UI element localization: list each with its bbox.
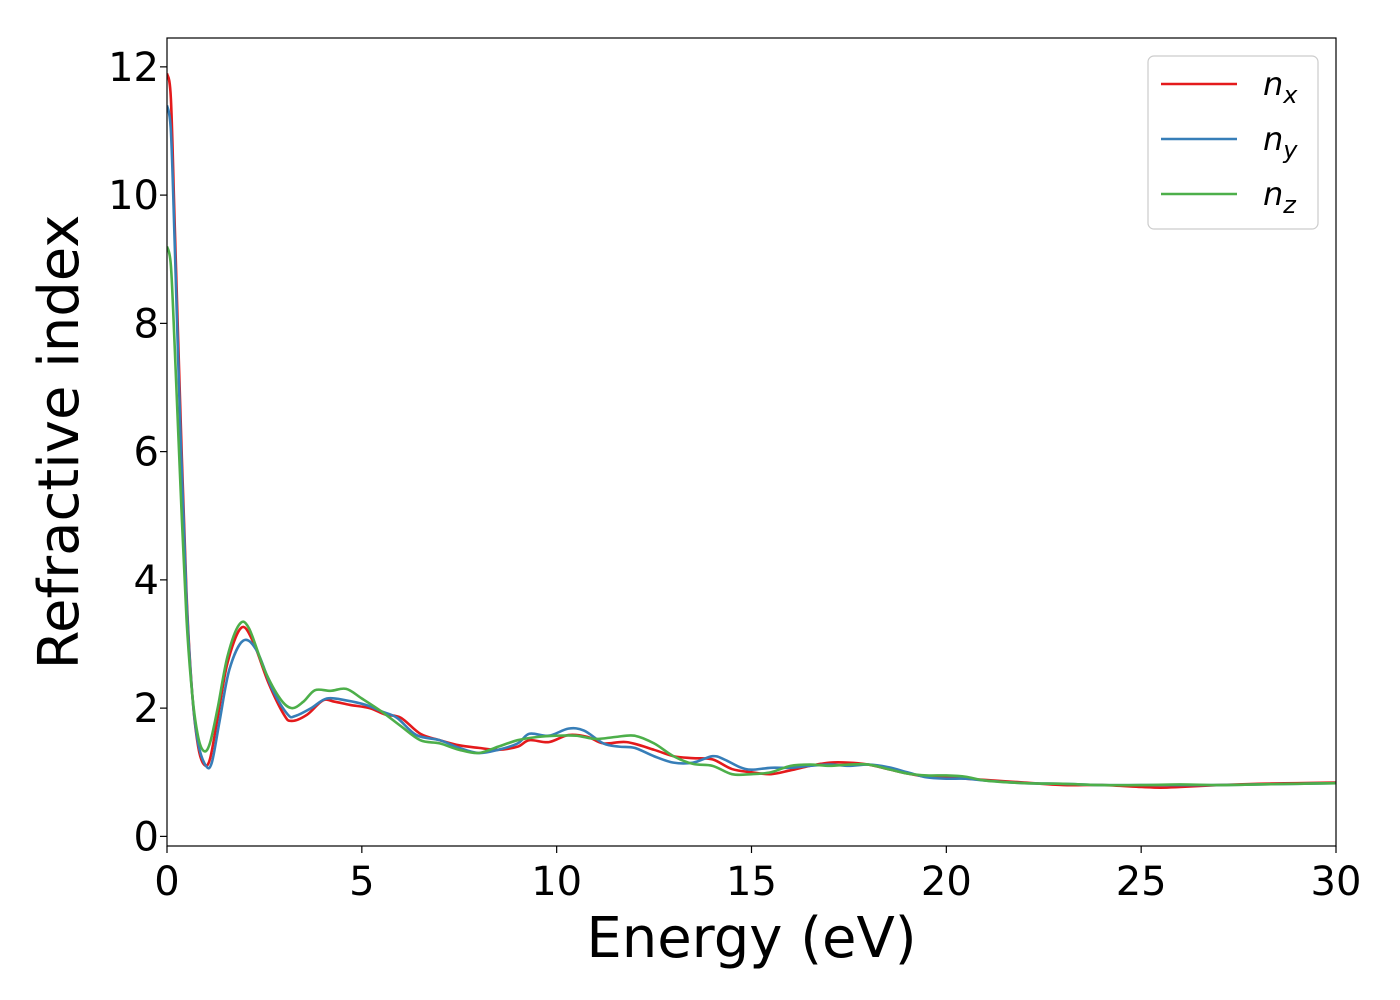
plot-area bbox=[167, 38, 1336, 846]
legend-label: ny bbox=[1263, 120, 1298, 164]
y-tick-label: 2 bbox=[134, 686, 159, 732]
y-tick-label: 0 bbox=[134, 814, 159, 860]
legend-label: nz bbox=[1263, 175, 1297, 219]
x-tick-label: 5 bbox=[349, 859, 374, 905]
x-axis: 0 5 10 15 20 25 30 bbox=[154, 846, 1361, 905]
legend-box bbox=[1147, 55, 1319, 230]
x-tick-label: 15 bbox=[726, 859, 777, 905]
x-axis-label: Energy (eV) bbox=[586, 906, 916, 971]
series-layer bbox=[167, 72, 1336, 789]
y-tick-label: 6 bbox=[134, 430, 159, 476]
y-axis: 0 2 4 6 8 10 12 bbox=[108, 45, 167, 860]
x-tick-label: 10 bbox=[531, 859, 582, 905]
x-tick-label: 30 bbox=[1311, 859, 1362, 905]
x-tick-label: 20 bbox=[921, 859, 972, 905]
legend: nx ny nz bbox=[1147, 55, 1319, 230]
y-axis-label: Refractive index bbox=[27, 215, 92, 670]
y-tick-label: 8 bbox=[134, 301, 159, 347]
legend-label: nx bbox=[1263, 65, 1298, 109]
y-tick-label: 4 bbox=[134, 558, 159, 604]
y-tick-label: 10 bbox=[108, 173, 159, 219]
x-tick-label: 25 bbox=[1116, 859, 1167, 905]
x-tick-label: 0 bbox=[154, 859, 179, 905]
series-line-ny bbox=[167, 105, 1336, 787]
y-tick-label: 12 bbox=[108, 45, 159, 91]
series-line-nz bbox=[167, 246, 1336, 787]
